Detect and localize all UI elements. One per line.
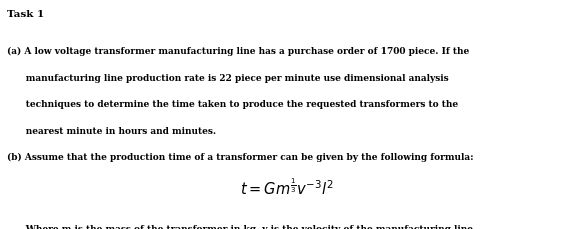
Text: Task 1: Task 1	[7, 10, 44, 19]
Text: nearest minute in hours and minutes.: nearest minute in hours and minutes.	[7, 126, 216, 135]
Text: (b) Assume that the production time of a transformer can be given by the followi: (b) Assume that the production time of a…	[7, 152, 473, 161]
Text: (a) A low voltage transformer manufacturing line has a purchase order of 1700 pi: (a) A low voltage transformer manufactur…	[7, 47, 469, 56]
Text: Where m is the mass of the transformer in kg, v is the velocity of the manufactu: Where m is the mass of the transformer i…	[7, 224, 473, 229]
Text: manufacturing line production rate is 22 piece per minute use dimensional analys: manufacturing line production rate is 22…	[7, 73, 449, 82]
Text: techniques to determine the time taken to produce the requested transformers to : techniques to determine the time taken t…	[7, 100, 458, 109]
Text: $t = Gm^{\frac{1}{3}}v^{-3}l^{2}$: $t = Gm^{\frac{1}{3}}v^{-3}l^{2}$	[240, 176, 333, 197]
